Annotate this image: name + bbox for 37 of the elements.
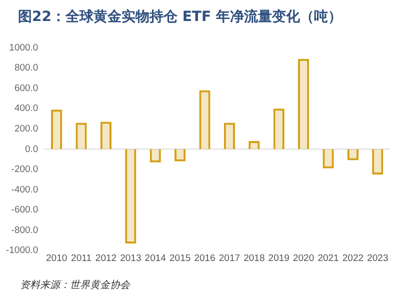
x-tick-label: 2011 (71, 252, 92, 264)
y-tick-label: -200.0 (11, 164, 38, 176)
y-tick-label: 200.0 (14, 123, 38, 134)
x-tick-label: 2016 (194, 252, 216, 264)
text: 资料来源：世界黄金协会 (20, 278, 130, 292)
y-tick-label: -800.0 (11, 224, 38, 236)
x-tick-label: 2021 (318, 252, 339, 264)
y-tick-label: 1000.0 (9, 42, 38, 54)
y-tick-label: -600.0 (11, 204, 38, 216)
bar (322, 149, 334, 168)
y-tick-label: 600.0 (14, 82, 38, 94)
bar (372, 149, 384, 175)
y-tick-label: 0.0 (25, 144, 38, 155)
x-tick-label: 2017 (218, 252, 240, 264)
y-tick-label: -1000.0 (6, 245, 38, 256)
x-tick-label: 2014 (144, 252, 166, 264)
bar (273, 108, 284, 150)
bar (100, 122, 112, 150)
y-tick-label: 800.0 (14, 62, 38, 74)
bar (298, 58, 310, 150)
y-tick-label: -400.0 (11, 184, 38, 196)
x-tick-label: 2015 (169, 252, 191, 264)
bar (76, 122, 87, 150)
x-tick-label: 2023 (367, 252, 388, 264)
bar (199, 90, 210, 150)
chart-title: 图22：全球黄金实物持仓 ETF 年净流量变化（吨） (18, 8, 342, 26)
x-tick-label: 2020 (292, 252, 314, 264)
x-tick-label: 2022 (342, 252, 364, 264)
bar (51, 110, 62, 150)
bar (224, 122, 236, 150)
x-tick-label: 2019 (268, 252, 290, 264)
x-tick-label: 2018 (244, 252, 265, 264)
x-tick-label: 2013 (120, 252, 142, 264)
bar (125, 149, 136, 244)
x-tick-label: 2010 (46, 252, 68, 264)
x-tick-label: 2012 (95, 252, 117, 264)
y-tick-label: 400.0 (14, 103, 38, 114)
